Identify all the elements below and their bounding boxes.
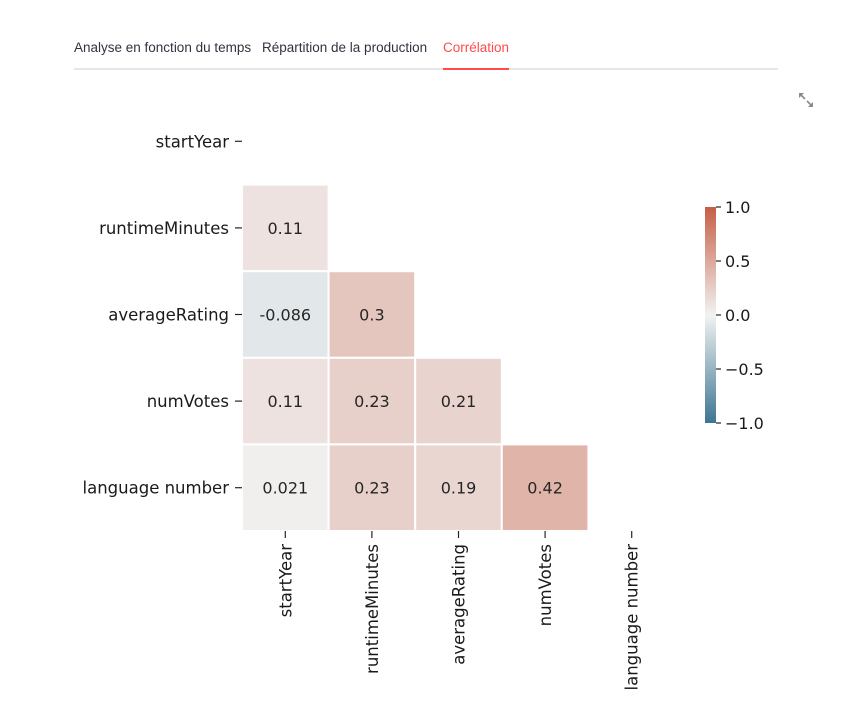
y-tick-label: startYear	[156, 132, 230, 151]
cell-value-label: 0.11	[267, 392, 303, 411]
y-tick-label: averageRating	[108, 306, 229, 325]
expand-icon	[799, 93, 813, 107]
colorbar-tick-label: −0.5	[725, 360, 764, 379]
heatmap-cell	[241, 356, 330, 446]
colorbar	[705, 207, 716, 423]
tab-time-analysis[interactable]: Analyse en fonction du temps	[74, 40, 252, 55]
cell-value-label: 0.21	[441, 392, 477, 411]
fullscreen-button[interactable]	[797, 91, 815, 109]
heatmap-cell	[241, 443, 330, 532]
tab-bar: Analyse en fonction du temps Répartition…	[74, 0, 778, 70]
x-tick-label: averageRating	[450, 544, 469, 665]
y-tick-label: numVotes	[147, 392, 229, 411]
cell-value-label: 0.23	[354, 392, 390, 411]
y-tick-label: language number	[83, 479, 230, 498]
colorbar-tick-label: 1.0	[725, 198, 750, 217]
active-tab-indicator	[443, 68, 509, 70]
cell-value-label: 0.021	[262, 479, 308, 498]
cell-value-label: 0.19	[441, 479, 477, 498]
cell-value-label: 0.42	[527, 479, 563, 498]
y-tick-label: runtimeMinutes	[99, 219, 229, 238]
heatmap-cell	[327, 356, 417, 446]
heatmap-cell	[414, 356, 503, 446]
x-tick-label: language number	[623, 544, 642, 691]
cell-value-label: 0.3	[359, 306, 384, 325]
heatmap-cell	[500, 443, 590, 532]
colorbar-tick-label: 0.5	[725, 252, 750, 271]
tab-correlation[interactable]: Corrélation	[443, 40, 510, 55]
x-tick-label: startYear	[276, 544, 295, 618]
tab-production-distribution[interactable]: Répartition de la production	[262, 40, 428, 55]
x-tick-label: runtimeMinutes	[363, 544, 382, 674]
x-tick-label: numVotes	[536, 544, 555, 626]
heatmap-cell	[414, 443, 503, 532]
colorbar-tick-label: 0.0	[725, 306, 750, 325]
cell-value-label: 0.11	[267, 219, 303, 238]
colorbar-tick-label: −1.0	[725, 414, 764, 433]
heatmap-cell	[327, 270, 417, 359]
cell-value-label: 0.23	[354, 479, 390, 498]
cell-value-label: -0.086	[260, 306, 312, 325]
